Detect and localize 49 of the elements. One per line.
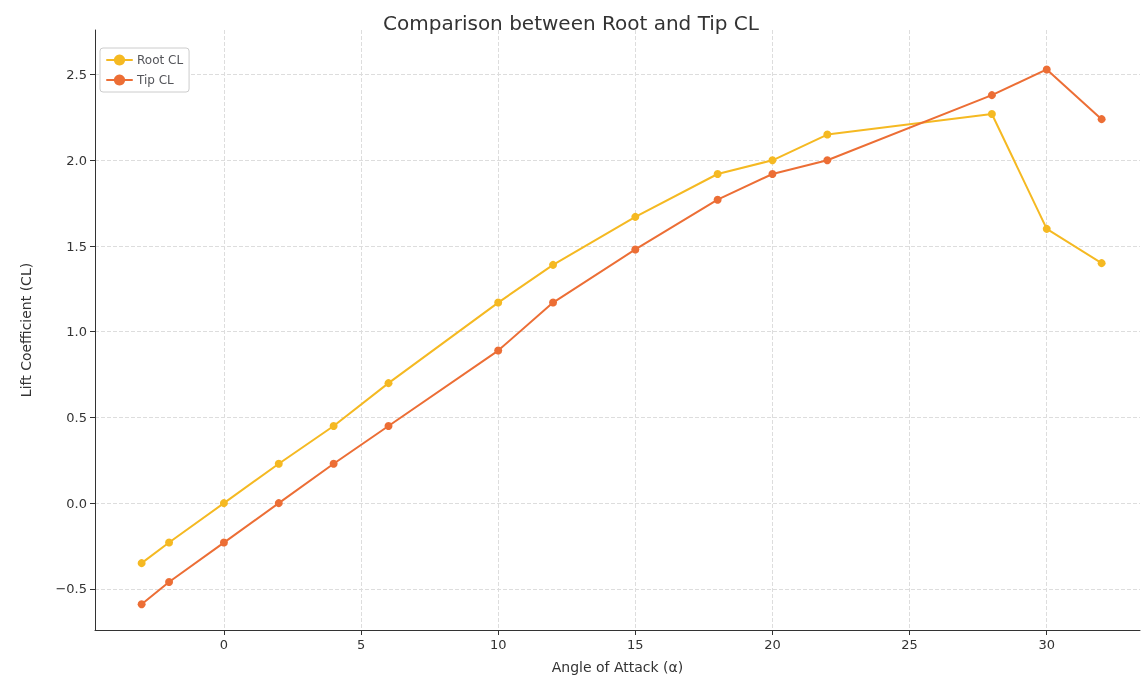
x-tick-label: 25 bbox=[901, 637, 918, 652]
y-tick-label: 1.5 bbox=[66, 238, 87, 254]
point bbox=[631, 212, 640, 221]
legend-label: Tip CL bbox=[136, 73, 175, 87]
point bbox=[384, 379, 393, 388]
point bbox=[713, 195, 722, 204]
point bbox=[494, 298, 503, 307]
point bbox=[137, 600, 146, 609]
x-tick-label: 20 bbox=[764, 637, 781, 652]
y-tick-label: 2.5 bbox=[66, 67, 87, 83]
y-axis-title: Lift Coefficient (CL) bbox=[18, 262, 34, 398]
point bbox=[768, 170, 777, 178]
point bbox=[165, 538, 174, 547]
point bbox=[1097, 115, 1106, 124]
y-tick-label: 2.0 bbox=[66, 152, 87, 168]
y-tick-label: 0.0 bbox=[66, 495, 87, 511]
point bbox=[823, 130, 832, 139]
x-axis-title: Angle of Attack (α) bbox=[551, 659, 684, 675]
point bbox=[823, 156, 832, 165]
legend-label: Root CL bbox=[137, 53, 184, 67]
point bbox=[1042, 65, 1051, 74]
y-tick-label: 1.0 bbox=[66, 324, 87, 340]
y-tick-label: −0.5 bbox=[55, 581, 87, 597]
point bbox=[987, 91, 996, 100]
x-tick-label: 0 bbox=[219, 637, 229, 652]
point bbox=[631, 245, 640, 254]
point bbox=[165, 578, 174, 586]
point bbox=[494, 346, 503, 355]
point bbox=[549, 260, 558, 269]
point bbox=[274, 459, 283, 468]
point bbox=[384, 422, 393, 430]
x-tick-label: 5 bbox=[356, 637, 366, 652]
point bbox=[713, 170, 722, 178]
point bbox=[329, 422, 338, 430]
point bbox=[219, 499, 228, 508]
point bbox=[549, 298, 558, 307]
point bbox=[137, 559, 146, 568]
x-tick-label: 10 bbox=[489, 637, 507, 652]
point bbox=[768, 156, 777, 165]
point bbox=[329, 459, 338, 468]
point bbox=[274, 499, 283, 508]
point bbox=[987, 110, 996, 118]
y-tick-label: 0.5 bbox=[66, 409, 87, 425]
x-tick-label: 30 bbox=[1038, 637, 1056, 652]
chart-title: Comparison between Root and Tip CL bbox=[383, 11, 760, 35]
point bbox=[219, 538, 228, 547]
x-tick-label: 15 bbox=[627, 637, 644, 652]
point bbox=[1097, 259, 1106, 268]
point bbox=[1042, 224, 1051, 233]
